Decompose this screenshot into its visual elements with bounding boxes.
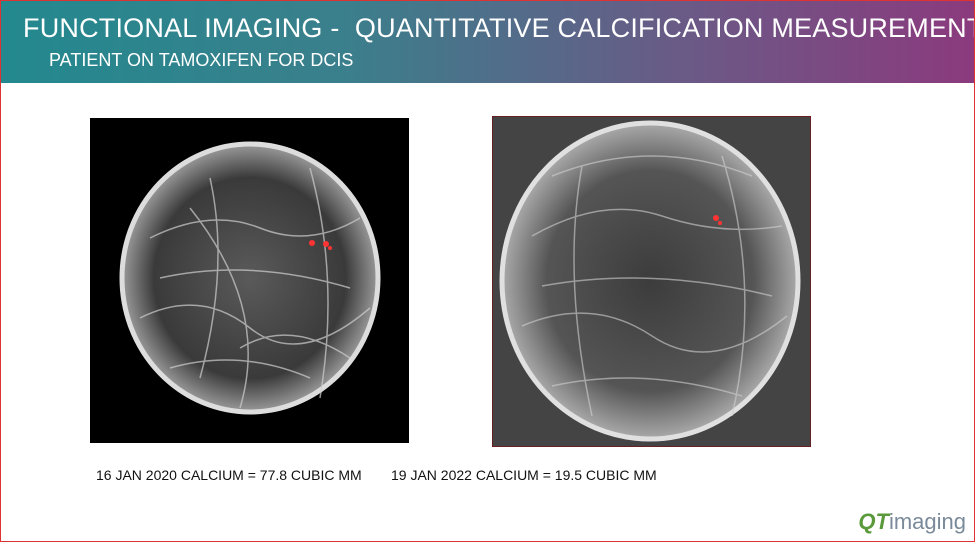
- logo-name: imaging: [888, 509, 966, 534]
- caption: 16 JAN 2020 CALCIUM = 77.8 CUBIC MM: [96, 467, 362, 483]
- header: FUNCTIONAL IMAGING - QUANTITATIVE CALCIF…: [1, 1, 974, 83]
- logo-mark: QT: [858, 509, 889, 534]
- scan-image: [90, 118, 409, 443]
- logo: QTimaging: [858, 509, 966, 535]
- caption: 19 JAN 2022 CALCIUM = 19.5 CUBIC MM: [391, 467, 657, 483]
- title: FUNCTIONAL IMAGING - QUANTITATIVE CALCIF…: [23, 13, 975, 43]
- scan-image: [492, 116, 811, 447]
- subtitle: PATIENT ON TAMOXIFEN FOR DCIS: [49, 50, 354, 70]
